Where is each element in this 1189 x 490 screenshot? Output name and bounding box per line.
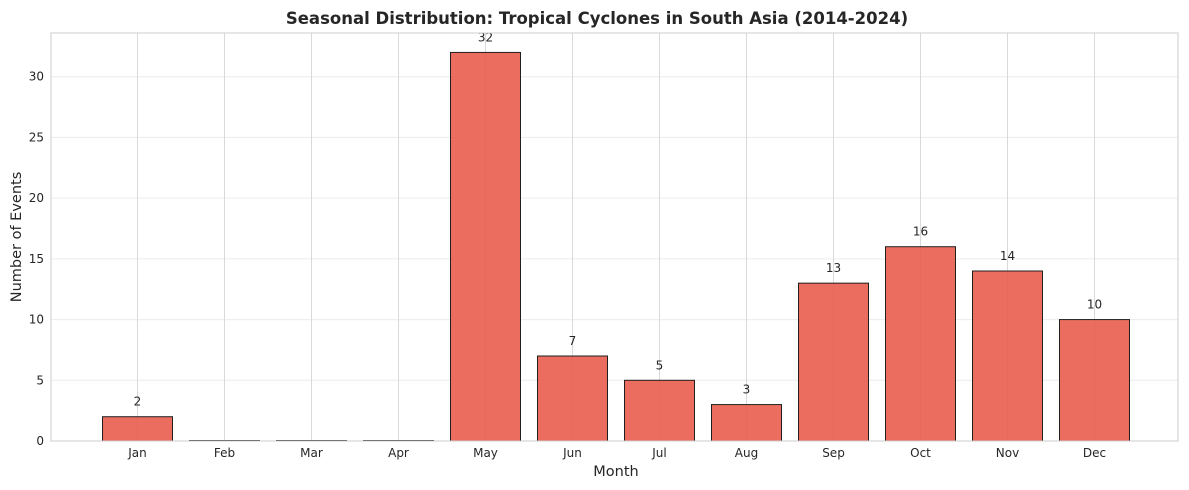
data-label-jul: 5 bbox=[656, 358, 664, 372]
x-tick-label-jan: Jan bbox=[127, 446, 147, 460]
data-label-nov: 14 bbox=[1000, 249, 1015, 263]
bar-oct bbox=[885, 246, 956, 442]
data-label-oct: 16 bbox=[913, 225, 928, 239]
bar-may bbox=[450, 51, 521, 442]
data-label-sep: 13 bbox=[826, 261, 841, 275]
bar-aug bbox=[711, 404, 782, 442]
x-tick-label-nov: Nov bbox=[996, 446, 1019, 460]
x-tick-label-dec: Dec bbox=[1083, 446, 1106, 460]
x-tick-label-sep: Sep bbox=[822, 446, 845, 460]
y-tick-label: 10 bbox=[29, 313, 44, 327]
y-axis-label: Number of Events bbox=[9, 172, 25, 303]
data-labels-layer: 2 32 7 5 3 13 16 14 10 bbox=[134, 30, 1102, 408]
bar-sep bbox=[798, 282, 869, 442]
y-tick-label: 15 bbox=[29, 252, 44, 266]
x-tick-label-oct: Oct bbox=[910, 446, 931, 460]
x-tick-label-may: May bbox=[473, 446, 498, 460]
x-tick-label-jul: Jul bbox=[651, 446, 666, 460]
data-label-jan: 2 bbox=[134, 395, 142, 409]
data-label-jun: 7 bbox=[569, 334, 577, 348]
x-tick-label-jun: Jun bbox=[562, 446, 582, 460]
bar-dec bbox=[1059, 319, 1130, 442]
bar-jun bbox=[537, 355, 608, 442]
data-label-aug: 3 bbox=[743, 383, 751, 397]
x-tick-label-mar: Mar bbox=[300, 446, 323, 460]
x-tick-label-apr: Apr bbox=[388, 446, 409, 460]
data-label-dec: 10 bbox=[1087, 298, 1102, 312]
plot-frame bbox=[50, 32, 1179, 442]
y-tick-label: 25 bbox=[29, 130, 44, 144]
y-tick-label: 30 bbox=[29, 70, 44, 84]
bars-layer bbox=[102, 51, 1130, 442]
y-tick-label: 5 bbox=[36, 373, 44, 387]
y-tick-labels: 0 5 10 15 20 25 30 bbox=[29, 70, 44, 448]
bar-jul bbox=[624, 379, 695, 442]
bar-jan bbox=[102, 416, 173, 442]
y-tick-label: 20 bbox=[29, 191, 44, 205]
bar-nov bbox=[972, 270, 1043, 442]
x-tick-label-feb: Feb bbox=[214, 446, 235, 460]
chart-title: Seasonal Distribution: Tropical Cyclones… bbox=[286, 9, 908, 28]
x-tick-label-aug: Aug bbox=[735, 446, 758, 460]
x-tick-labels: Jan Feb Mar Apr May Jun Jul Aug Sep Oct Nov Dec bbox=[127, 446, 1106, 460]
data-label-may: 32 bbox=[478, 30, 493, 44]
x-axis-label: Month bbox=[593, 464, 638, 480]
y-tick-label: 0 bbox=[36, 434, 44, 448]
